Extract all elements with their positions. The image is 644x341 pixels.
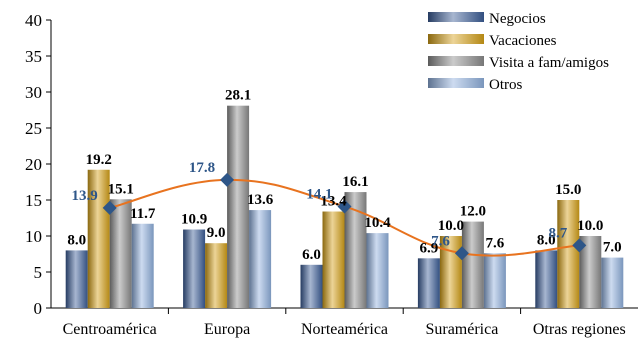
data-label-visita-a-fam-amigos-otras-regiones: 10.0	[577, 218, 603, 234]
y-tick-label: 40	[25, 11, 42, 30]
bar-vacaciones-europa	[205, 243, 228, 308]
line-marker-otras-regiones	[572, 238, 587, 253]
data-label-visita-a-fam-amigos-norteamerica: 16.1	[342, 174, 368, 190]
y-tick-label: 30	[25, 83, 42, 102]
y-tick-label: 25	[25, 119, 42, 138]
legend-swatch-vacaciones	[428, 34, 484, 44]
legend-swatch-visita-a-fam-amigos	[428, 56, 484, 66]
line-marker-centroamerica	[102, 200, 117, 215]
data-label-otros-suramerica: 7.6	[486, 235, 505, 251]
data-label-otros-europa: 13.6	[247, 192, 274, 208]
y-tick-label: 35	[25, 47, 42, 66]
line-label-centroamerica: 13.9	[71, 188, 97, 204]
bar-negocios-otras-regiones	[535, 250, 558, 308]
line-marker-europa	[220, 172, 235, 187]
legend-swatch-otros	[428, 78, 484, 88]
line-label-suramerica: 7.6	[431, 233, 450, 249]
y-tick-label: 20	[25, 155, 42, 174]
data-label-visita-a-fam-amigos-suramerica: 12.0	[460, 204, 486, 220]
bars	[65, 105, 624, 309]
average-line	[102, 172, 587, 261]
x-tick-label-otras-regiones: Otras regiones	[533, 321, 626, 338]
data-label-negocios-suramerica: 6.9	[420, 240, 439, 256]
bar-visita-a-fam-amigos-otras-regiones	[579, 236, 602, 308]
data-label-vacaciones-europa: 9.0	[207, 225, 226, 241]
x-tick-label-europa: Europa	[204, 321, 250, 338]
y-tick-label: 15	[25, 191, 42, 210]
bar-visita-a-fam-amigos-europa	[227, 105, 250, 309]
bar-visita-a-fam-amigos-suramerica	[461, 221, 484, 308]
x-tick-label-suramerica: Suramérica	[425, 321, 498, 338]
bar-vacaciones-centroamerica	[87, 169, 110, 308]
data-label-negocios-norteamerica: 6.0	[302, 247, 321, 263]
data-label-visita-a-fam-amigos-centroamerica: 15.1	[108, 181, 134, 197]
bar-visita-a-fam-amigos-norteamerica	[344, 192, 367, 308]
legend-label-negocios: Negocios	[489, 11, 546, 27]
bar-otros-centroamerica	[131, 223, 154, 308]
bar-otros-otras-regiones	[601, 257, 624, 308]
data-label-otros-otras-regiones: 7.0	[603, 240, 622, 256]
legend-label-visita-a-fam-amigos: Visita a fam/amigos	[489, 55, 609, 71]
line-label-europa: 17.8	[189, 160, 215, 176]
data-label-vacaciones-otras-regiones: 15.0	[555, 182, 581, 198]
data-label-vacaciones-norteamerica: 13.4	[320, 194, 347, 210]
data-label-negocios-europa: 10.9	[181, 212, 207, 228]
bar-negocios-centroamerica	[65, 250, 88, 308]
line-marker-suramerica	[454, 246, 469, 261]
bar-otros-suramerica	[483, 253, 506, 308]
data-label-vacaciones-suramerica: 10.0	[438, 218, 464, 234]
line-marker-norteamerica	[337, 199, 352, 214]
axes: 0 5 10 15 20 25 30 35 40 Centroamérica Europa Norte…	[25, 11, 638, 338]
bar-visita-a-fam-amigos-centroamerica	[109, 199, 132, 308]
y-tick-label: 5	[34, 263, 43, 282]
x-tick-label-norteamerica: Norteamérica	[301, 321, 388, 338]
bar-negocios-europa	[183, 229, 206, 308]
line-label-otras-regiones: 8.7	[549, 225, 568, 241]
y-tick-label: 0	[34, 299, 43, 318]
bar-negocios-norteamerica	[300, 264, 323, 308]
data-labels: 8.0 10.9 6.0 6.9 8.0 19.2 9.0 13.4 10.0 15.0 15.1 2…	[67, 88, 621, 263]
line-label-norteamerica: 14.1	[306, 186, 332, 202]
bar-negocios-suramerica	[417, 258, 440, 308]
data-label-negocios-otras-regiones: 8.0	[537, 232, 556, 248]
bar-vacaciones-otras-regiones	[557, 200, 580, 308]
bar-otros-europa	[249, 210, 272, 308]
data-label-otros-norteamerica: 10.4	[364, 215, 391, 231]
y-tick-label: 10	[25, 227, 42, 246]
legend-label-vacaciones: Vacaciones	[489, 33, 557, 49]
data-label-negocios-centroamerica: 8.0	[67, 232, 86, 248]
legend-swatch-negocios	[428, 12, 484, 22]
x-tick-label-centroamerica: Centroamérica	[63, 321, 157, 338]
data-label-otros-centroamerica: 11.7	[130, 206, 156, 222]
legend: Negocios Vacaciones Visita a fam/amigos Otr…	[428, 11, 609, 93]
bar-otros-norteamerica	[366, 233, 389, 308]
legend-label-otros: Otros	[489, 77, 522, 93]
data-label-visita-a-fam-amigos-europa: 28.1	[225, 88, 251, 104]
data-label-vacaciones-centroamerica: 19.2	[86, 152, 112, 168]
bar-vacaciones-norteamerica	[322, 211, 345, 308]
